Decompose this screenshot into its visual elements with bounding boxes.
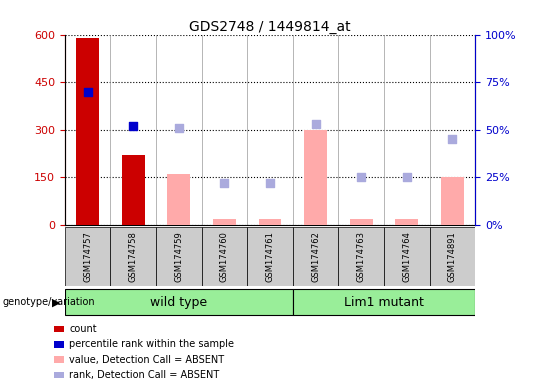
Point: [129, 123, 138, 129]
Bar: [110, 227, 156, 286]
Bar: [350, 219, 373, 225]
Bar: [213, 219, 236, 225]
Bar: [293, 227, 339, 286]
Point: [220, 180, 229, 186]
Point: [174, 125, 183, 131]
Bar: [65, 290, 293, 315]
Text: GSM174757: GSM174757: [83, 231, 92, 282]
Bar: [293, 290, 475, 315]
Bar: [384, 227, 430, 286]
Point: [83, 89, 92, 95]
Text: ▶: ▶: [52, 297, 61, 308]
Text: GSM174759: GSM174759: [174, 231, 183, 282]
Point: [357, 174, 366, 180]
Bar: [339, 227, 384, 286]
Point: [402, 174, 411, 180]
Text: genotype/variation: genotype/variation: [3, 297, 96, 308]
Text: GSM174761: GSM174761: [266, 231, 274, 282]
Text: Lim1 mutant: Lim1 mutant: [344, 296, 424, 309]
Text: GSM174760: GSM174760: [220, 231, 229, 282]
Point: [266, 180, 274, 186]
Text: percentile rank within the sample: percentile rank within the sample: [69, 339, 234, 349]
Title: GDS2748 / 1449814_at: GDS2748 / 1449814_at: [189, 20, 351, 33]
Text: rank, Detection Call = ABSENT: rank, Detection Call = ABSENT: [69, 370, 219, 380]
Bar: [259, 219, 281, 225]
Bar: [247, 227, 293, 286]
Text: value, Detection Call = ABSENT: value, Detection Call = ABSENT: [69, 355, 224, 365]
Text: GSM174758: GSM174758: [129, 231, 138, 282]
Text: count: count: [69, 324, 97, 334]
Bar: [201, 227, 247, 286]
Text: wild type: wild type: [150, 296, 207, 309]
Bar: [76, 38, 99, 225]
Bar: [65, 227, 110, 286]
Bar: [304, 130, 327, 225]
Bar: [156, 227, 201, 286]
Text: GSM174763: GSM174763: [357, 231, 366, 282]
Point: [311, 121, 320, 127]
Bar: [430, 227, 475, 286]
Bar: [167, 174, 190, 225]
Bar: [441, 177, 464, 225]
Point: [448, 136, 457, 142]
Text: GSM174762: GSM174762: [311, 231, 320, 282]
Text: GSM174764: GSM174764: [402, 231, 411, 282]
Text: GSM174891: GSM174891: [448, 231, 457, 282]
Bar: [122, 155, 145, 225]
Bar: [395, 219, 418, 225]
